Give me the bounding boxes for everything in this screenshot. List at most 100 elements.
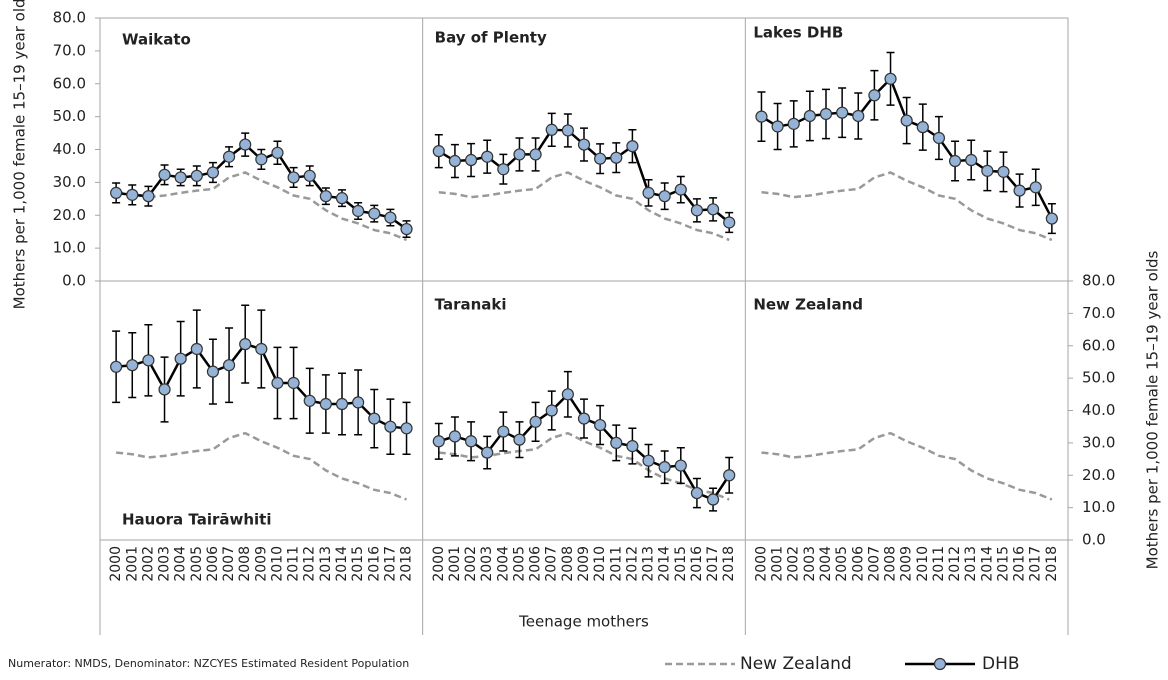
y-tick-label: 80.0 [53, 9, 86, 27]
y2-tick-label: 40.0 [1082, 401, 1115, 419]
dhb-marker [513, 433, 526, 446]
x-tick-label: 2000 [108, 546, 124, 582]
dhb-marker [319, 397, 332, 411]
x-tick-label: 2008 [883, 546, 899, 582]
dhb-marker [561, 388, 574, 401]
dhb-marker [981, 164, 994, 177]
x-tick-label: 2018 [399, 546, 415, 582]
dhb-marker [432, 435, 445, 448]
y-tick-label: 30.0 [53, 173, 86, 191]
x-tick-label: 2014 [979, 546, 995, 582]
dhb-marker [287, 376, 300, 390]
dhb-marker [884, 72, 897, 85]
x-tick-label: 2017 [382, 546, 398, 582]
x-tick-label: 2013 [641, 546, 657, 582]
dhb-marker [1029, 181, 1042, 194]
y-axis-title: Mothers per 1,000 female 15–19 year olds [11, 0, 29, 309]
dhb-marker [174, 352, 187, 365]
dhb-marker [948, 154, 962, 168]
x-tick-label: 2001 [447, 546, 463, 582]
dhb-marker [303, 394, 316, 407]
x-tick-label: 2016 [366, 546, 382, 582]
dhb-marker [400, 422, 413, 435]
dhb-marker [400, 222, 413, 236]
dhb-marker [577, 412, 591, 425]
x-tick-label: 2014 [657, 546, 673, 582]
dhb-marker [529, 415, 542, 428]
dhb-marker [561, 124, 574, 137]
y-tick-label: 60.0 [53, 74, 86, 92]
x-tick-label: 2008 [560, 546, 576, 582]
dhb-marker [222, 150, 236, 163]
dhb-marker [836, 106, 849, 119]
dhb-marker [626, 440, 639, 453]
x-tick-label: 2013 [963, 546, 979, 582]
dhb-marker [932, 131, 946, 145]
x-tick-label: 2009 [899, 546, 915, 582]
dhb-marker [352, 396, 365, 409]
y2-tick-label: 30.0 [1082, 433, 1115, 451]
y2-tick-label: 70.0 [1082, 304, 1115, 322]
panel-title: Hauora Tairāwhiti [122, 511, 271, 529]
x-tick-label: 2010 [269, 546, 285, 582]
dhb-marker [464, 153, 478, 167]
x-tick-label: 2003 [157, 546, 173, 582]
dhb-marker [852, 109, 865, 123]
dhb-marker [142, 190, 155, 203]
x-tick-label: 2002 [786, 546, 802, 582]
x-tick-label: 2011 [608, 546, 624, 582]
x-tick-label: 2015 [350, 546, 366, 582]
nz-line [116, 171, 408, 242]
dhb-marker [690, 486, 704, 500]
x-tick-label: 2016 [689, 546, 705, 582]
source-note: Numerator: NMDS, Denominator: NZCYES Est… [8, 657, 409, 670]
dhb-marker [126, 359, 139, 372]
dhb-marker [916, 121, 929, 134]
dhb-marker [319, 190, 332, 203]
dhb-marker [158, 383, 171, 396]
dhb-marker [706, 203, 720, 216]
dhb-marker [432, 145, 445, 158]
dhb-marker [158, 168, 171, 181]
y-tick-label: 40.0 [53, 140, 86, 158]
panel-title-bg [747, 293, 870, 316]
dhb-marker [1045, 212, 1058, 225]
x-tick-label: 2015 [673, 546, 689, 582]
x-tick-label: 2008 [237, 546, 253, 582]
x-tick-label: 2002 [463, 546, 479, 582]
dhb-marker [594, 418, 607, 432]
x-tick-label: 2018 [1044, 546, 1060, 582]
dhb-marker [142, 354, 155, 367]
x-tick-label: 2007 [221, 546, 237, 582]
x-tick-label: 2007 [544, 546, 560, 582]
x-tick-label: 2002 [140, 546, 156, 582]
dhb-marker [529, 148, 542, 161]
dhb-marker [255, 342, 268, 356]
dhb-marker [448, 430, 462, 443]
x-tick-label: 2011 [286, 546, 302, 582]
dhb-marker [206, 365, 220, 378]
panel-title-bg [428, 293, 513, 316]
panel-title-bg [428, 26, 553, 49]
x-tick-label: 2003 [802, 546, 818, 582]
dhb-marker [368, 412, 381, 425]
dhb-marker [448, 154, 462, 168]
dhb-marker [513, 148, 526, 161]
dhb-marker [190, 169, 203, 182]
dhb-marker [545, 404, 558, 417]
y-tick-label: 10.0 [53, 239, 86, 257]
nz-line [761, 171, 1053, 242]
nz-line [761, 431, 1053, 501]
dhb-marker [384, 420, 397, 433]
dhb-marker [190, 342, 203, 356]
legend-label: DHB [982, 654, 1020, 674]
dhb-marker [271, 146, 284, 159]
y2-tick-label: 10.0 [1082, 498, 1115, 516]
y2-tick-label: 80.0 [1082, 272, 1115, 290]
dhb-marker [255, 153, 268, 166]
panel-title-bg [116, 28, 197, 51]
dhb-marker [626, 140, 639, 153]
dhb-marker [819, 107, 833, 121]
dhb-marker [110, 186, 123, 199]
dhb-marker [900, 114, 913, 127]
